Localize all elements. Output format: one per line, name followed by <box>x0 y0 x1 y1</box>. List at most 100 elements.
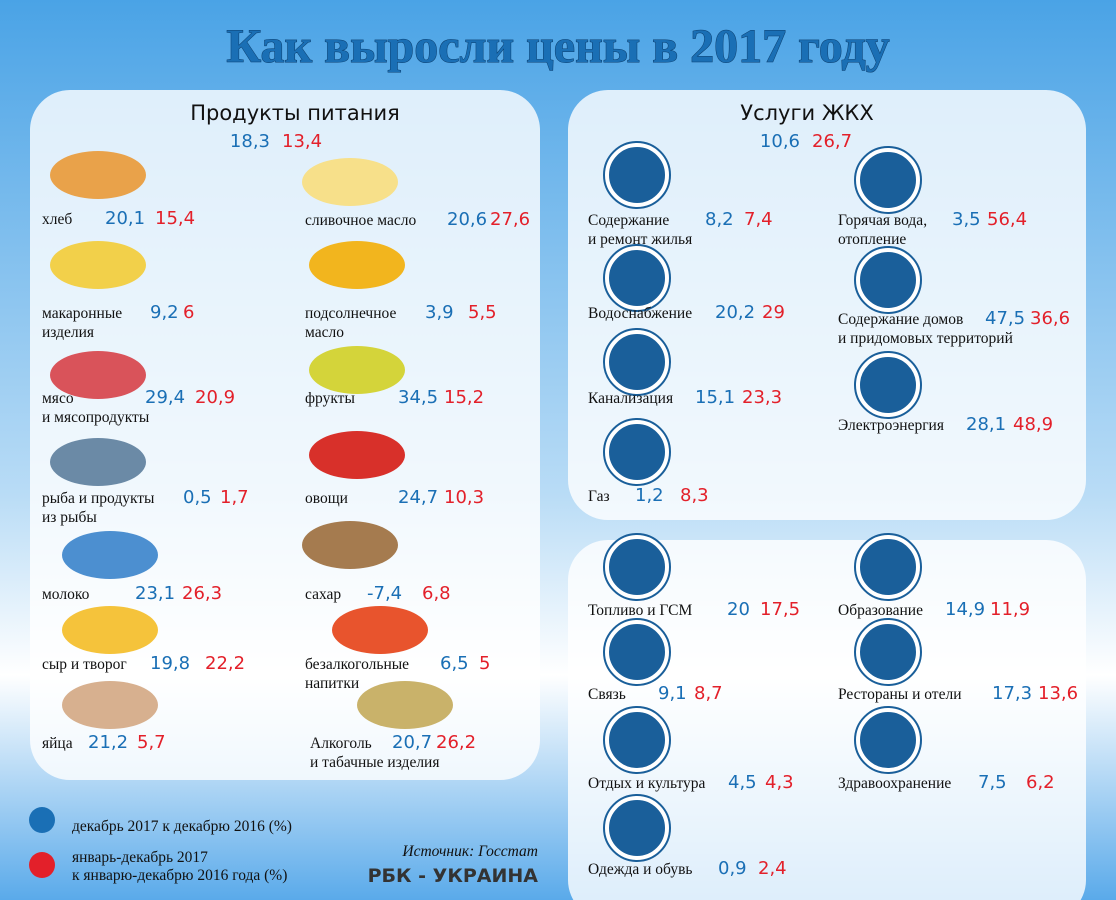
icon <box>302 521 398 569</box>
brand: РБК - УКРАИНА <box>368 865 539 887</box>
item-label: Содержание <box>588 212 669 229</box>
utilities-panel <box>568 90 1086 520</box>
value-year: 26,3 <box>182 583 222 604</box>
value-year: 8,3 <box>680 485 709 506</box>
icon <box>50 351 146 399</box>
icon <box>50 241 146 289</box>
value-year: 2,4 <box>758 858 787 879</box>
value-dec: 20,1 <box>105 208 145 229</box>
icon-ring <box>854 351 922 419</box>
item-label: напитки <box>305 675 359 692</box>
icon <box>309 346 405 394</box>
item-label: фрукты <box>305 390 355 407</box>
value-dec: 20,2 <box>715 302 755 323</box>
icon <box>856 535 920 599</box>
value-dec: 7,5 <box>978 772 1007 793</box>
icon <box>357 681 453 729</box>
value-year: 8,7 <box>694 683 723 704</box>
icon <box>605 420 669 484</box>
item-label: молоко <box>42 586 90 603</box>
icon <box>62 531 158 579</box>
icon <box>62 681 158 729</box>
item-label: Алкоголь <box>310 735 372 752</box>
item-label: изделия <box>42 324 94 341</box>
icon-ring <box>603 328 671 396</box>
item-label: безалкогольные <box>305 656 409 673</box>
icon <box>605 796 669 860</box>
icon-ring <box>854 146 922 214</box>
legend-dot <box>29 852 55 878</box>
icon <box>332 606 428 654</box>
icon-ring <box>603 141 671 209</box>
value-dec: 6,5 <box>440 653 469 674</box>
item-label: и придомовых территорий <box>838 330 1013 347</box>
icon-ring <box>603 706 671 774</box>
icon <box>856 620 920 684</box>
item-label: мясо <box>42 390 74 407</box>
value-year: 6,2 <box>1026 772 1055 793</box>
item-label: хлеб <box>42 211 72 228</box>
item-label: из рыбы <box>42 509 97 526</box>
section-title: Услуги ЖКХ <box>740 101 873 125</box>
icon <box>856 248 920 312</box>
value-year: 4,3 <box>765 772 794 793</box>
icon <box>50 438 146 486</box>
legend-dot <box>29 807 55 833</box>
value-dec: 20,7 <box>392 732 432 753</box>
value-dec: 4,5 <box>728 772 757 793</box>
icon <box>605 620 669 684</box>
icon-ring <box>603 533 671 601</box>
value-dec: 8,2 <box>705 209 734 230</box>
value-year: 26,7 <box>812 131 852 152</box>
icon-ring <box>603 418 671 486</box>
services-panel <box>568 540 1086 900</box>
legend-text: декабрь 2017 к декабрю 2016 (%) <box>72 818 292 835</box>
icon <box>50 151 146 199</box>
value-dec: 34,5 <box>398 387 438 408</box>
icon-ring <box>603 244 671 312</box>
value-dec: 20,6 <box>447 209 487 230</box>
section-title: Продукты питания <box>190 101 400 125</box>
item-label: Содержание домов <box>838 311 963 328</box>
value-year: 27,6 <box>490 209 530 230</box>
legend-text: к январю-декабрю 2016 года (%) <box>72 867 287 884</box>
value-dec: 0,5 <box>183 487 212 508</box>
icon-ring <box>603 618 671 686</box>
item-label: Канализация <box>588 390 673 407</box>
value-dec: 0,9 <box>718 858 747 879</box>
icon <box>302 158 398 206</box>
item-label: подсолнечное <box>305 305 396 322</box>
icon <box>309 431 405 479</box>
icon <box>605 535 669 599</box>
item-label: сахар <box>305 586 341 603</box>
value-year: 5 <box>479 653 490 674</box>
item-label: отопление <box>838 231 906 248</box>
value-dec: 18,3 <box>230 131 270 152</box>
value-dec: 1,2 <box>635 485 664 506</box>
item-label: Газ <box>588 488 610 505</box>
value-dec: 10,6 <box>760 131 800 152</box>
icon <box>856 708 920 772</box>
value-year: 17,5 <box>760 599 800 620</box>
item-label: Связь <box>588 686 626 703</box>
value-year: 6 <box>183 302 194 323</box>
value-year: 15,4 <box>155 208 195 229</box>
value-dec: -7,4 <box>367 583 402 604</box>
source: Источник: Госстат <box>401 843 538 860</box>
value-dec: 9,1 <box>658 683 687 704</box>
value-year: 36,6 <box>1030 308 1070 329</box>
value-year: 20,9 <box>195 387 235 408</box>
value-dec: 19,8 <box>150 653 190 674</box>
item-label: макаронные <box>42 305 122 322</box>
value-dec: 17,3 <box>992 683 1032 704</box>
item-label: и табачные изделия <box>310 754 439 771</box>
item-label: Горячая вода, <box>838 212 927 229</box>
value-dec: 9,2 <box>150 302 179 323</box>
icon <box>62 606 158 654</box>
item-label: и мясопродукты <box>42 409 150 426</box>
item-label: сыр и творог <box>42 656 127 673</box>
item-label: масло <box>305 324 344 341</box>
item-label: яйца <box>42 735 73 752</box>
value-dec: 3,9 <box>425 302 454 323</box>
